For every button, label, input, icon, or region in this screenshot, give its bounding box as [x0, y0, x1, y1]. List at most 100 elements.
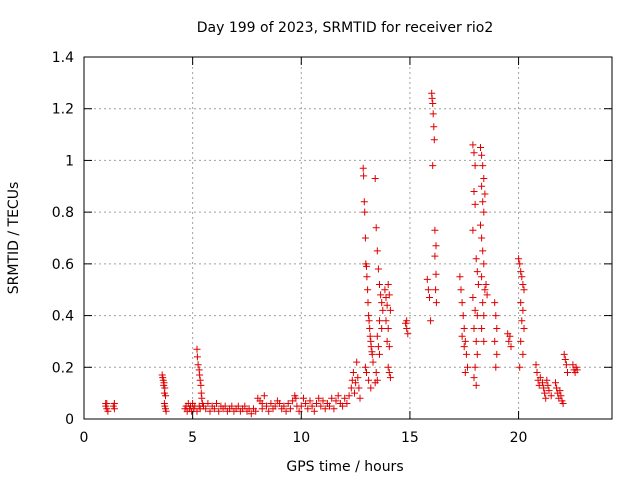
- data-point: [330, 405, 338, 413]
- data-point: [215, 407, 223, 415]
- data-point: [332, 397, 340, 405]
- data-point: [339, 402, 347, 410]
- data-point: [343, 400, 351, 407]
- data-point: [552, 379, 559, 387]
- data-point: [162, 407, 170, 415]
- data-point: [193, 353, 201, 361]
- data-point: [471, 363, 479, 371]
- data-point: [247, 410, 255, 418]
- data-point: [519, 306, 527, 314]
- data-point: [196, 371, 204, 379]
- data-point: [360, 172, 368, 180]
- data-point: [385, 291, 393, 299]
- data-point: [361, 363, 369, 371]
- data-point: [482, 281, 490, 288]
- y-tick-label: 1: [65, 153, 74, 169]
- data-point: [480, 208, 488, 216]
- data-point: [470, 374, 478, 382]
- data-point: [430, 136, 438, 144]
- data-point: [505, 337, 513, 345]
- data-point: [376, 350, 383, 358]
- data-point: [478, 151, 486, 159]
- data-point: [372, 224, 380, 232]
- data-point: [206, 407, 214, 415]
- data-point: [197, 381, 205, 389]
- data-point: [349, 369, 357, 376]
- data-point: [385, 369, 393, 376]
- data-point: [545, 387, 553, 395]
- data-point: [404, 330, 412, 338]
- data-point: [473, 268, 481, 276]
- data-point: [516, 260, 524, 268]
- y-tick-label: 0.6: [52, 257, 74, 273]
- data-point: [196, 376, 204, 384]
- data-point: [471, 200, 479, 208]
- data-point: [317, 402, 325, 410]
- data-point: [379, 306, 387, 314]
- data-point: [384, 281, 392, 288]
- data-point: [356, 394, 364, 402]
- data-point: [284, 400, 292, 407]
- data-point: [403, 325, 411, 332]
- chart-title: Day 199 of 2023, SRMTID for receiver rio…: [197, 20, 494, 36]
- data-point: [479, 198, 487, 206]
- data-point: [365, 317, 373, 325]
- data-point: [456, 273, 464, 281]
- data-point: [539, 379, 546, 387]
- data-point: [432, 286, 440, 294]
- data-point: [469, 226, 477, 234]
- data-point: [429, 100, 437, 107]
- data-point: [365, 376, 373, 384]
- data-point: [260, 392, 268, 400]
- data-point: [371, 175, 379, 182]
- data-point: [363, 273, 371, 281]
- data-point: [562, 361, 570, 369]
- data-point: [252, 407, 260, 415]
- data-point: [470, 188, 478, 195]
- data-point: [292, 394, 300, 402]
- data-point: [210, 405, 218, 413]
- data-point: [376, 317, 383, 325]
- data-point: [472, 255, 480, 263]
- data-point: [403, 317, 411, 325]
- data-point: [193, 407, 201, 415]
- data-point: [472, 381, 480, 389]
- data-point: [286, 405, 294, 413]
- data-point: [559, 400, 567, 407]
- data-point: [160, 379, 168, 387]
- data-point: [478, 273, 486, 281]
- data-point: [481, 286, 489, 294]
- data-point: [507, 343, 515, 351]
- data-point: [540, 384, 548, 392]
- data-point: [516, 363, 524, 371]
- data-point: [561, 356, 569, 363]
- data-point: [383, 301, 391, 309]
- data-point: [544, 381, 552, 389]
- data-point: [532, 361, 540, 369]
- data-point: [542, 394, 550, 402]
- x-tick-label: 5: [188, 430, 197, 446]
- data-point: [517, 299, 525, 307]
- data-point: [469, 141, 477, 149]
- data-point: [378, 325, 386, 332]
- data-point: [479, 299, 487, 307]
- data-point: [461, 369, 469, 376]
- data-point: [506, 332, 514, 340]
- data-point: [518, 317, 526, 325]
- data-point: [382, 317, 390, 325]
- data-point: [533, 369, 541, 376]
- data-point: [310, 407, 318, 415]
- data-point: [478, 182, 486, 190]
- data-point: [491, 299, 499, 307]
- data-point: [110, 405, 118, 413]
- y-axis-label: SRMTID / TECUs: [6, 182, 22, 295]
- data-point: [367, 384, 375, 392]
- x-tick-label: 15: [401, 430, 419, 446]
- data-point: [267, 400, 275, 407]
- data-point: [426, 294, 433, 301]
- data-point: [431, 252, 439, 260]
- data-point: [474, 281, 482, 288]
- data-point: [366, 325, 374, 332]
- data-point: [431, 226, 439, 234]
